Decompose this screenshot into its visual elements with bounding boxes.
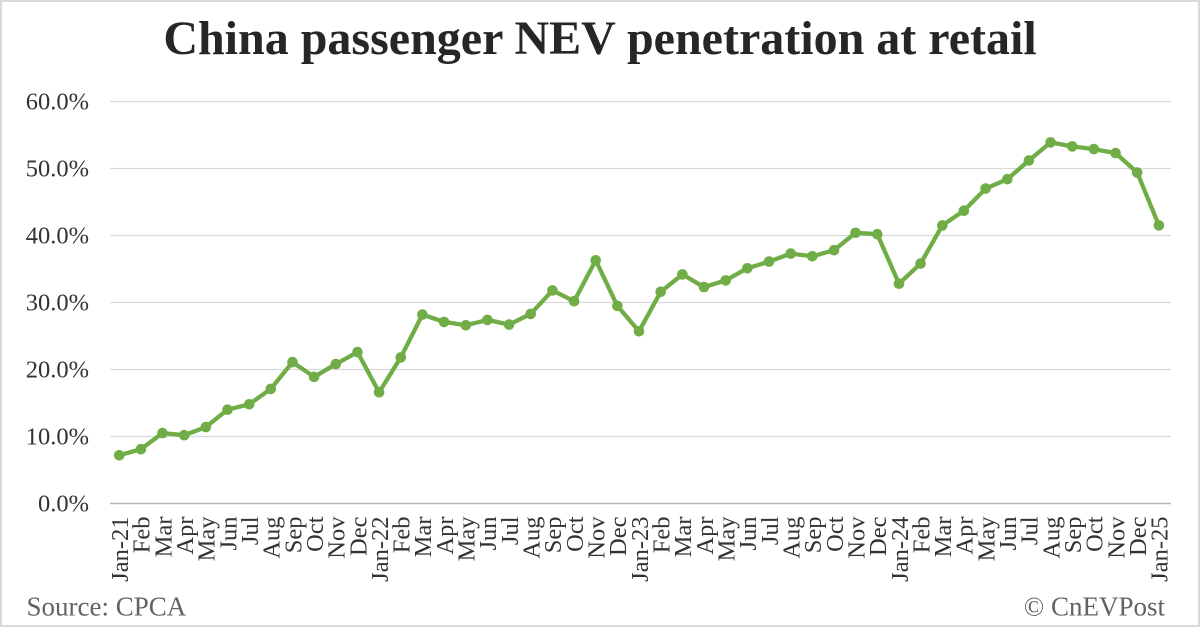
svg-text:Apr: Apr — [432, 517, 459, 555]
svg-text:Dec: Dec — [345, 516, 372, 556]
svg-text:Feb: Feb — [129, 517, 156, 554]
svg-text:50.0%: 50.0% — [26, 156, 89, 183]
svg-text:Feb: Feb — [389, 517, 416, 554]
svg-text:Oct: Oct — [822, 516, 849, 552]
svg-text:Aug: Aug — [779, 517, 806, 559]
svg-text:Sep: Sep — [800, 517, 827, 554]
svg-text:0.0%: 0.0% — [38, 491, 89, 518]
svg-text:30.0%: 30.0% — [26, 290, 89, 317]
svg-text:Source: CPCA: Source: CPCA — [27, 592, 187, 622]
svg-text:China passenger NEV penetratio: China passenger NEV penetration at retai… — [163, 12, 1036, 65]
svg-text:Nov: Nov — [584, 516, 611, 559]
svg-text:Jan-25: Jan-25 — [1147, 517, 1174, 582]
svg-text:Mar: Mar — [150, 517, 177, 558]
svg-text:Apr: Apr — [952, 517, 979, 555]
svg-text:Oct: Oct — [562, 516, 589, 552]
svg-text:Nov: Nov — [1103, 516, 1130, 559]
svg-text:Oct: Oct — [1082, 516, 1109, 552]
svg-text:Jan-21: Jan-21 — [107, 517, 134, 582]
svg-text:Sep: Sep — [280, 517, 307, 554]
svg-text:Sep: Sep — [540, 517, 567, 554]
svg-text:Dec: Dec — [865, 516, 892, 556]
svg-text:May: May — [714, 516, 741, 562]
svg-text:Nov: Nov — [324, 516, 351, 559]
svg-text:Mar: Mar — [410, 517, 437, 558]
svg-text:Oct: Oct — [302, 516, 329, 552]
svg-text:May: May — [194, 516, 221, 562]
svg-text:Jul: Jul — [1017, 516, 1044, 545]
svg-text:Jan-22: Jan-22 — [367, 517, 394, 582]
svg-text:© CnEVPost: © CnEVPost — [1024, 592, 1166, 622]
svg-text:Feb: Feb — [649, 517, 676, 554]
svg-text:Jan-24: Jan-24 — [887, 517, 914, 582]
svg-text:Jun: Jun — [995, 517, 1022, 551]
svg-text:20.0%: 20.0% — [26, 357, 89, 384]
svg-text:Jun: Jun — [215, 517, 242, 551]
svg-text:Dec: Dec — [1125, 516, 1152, 556]
svg-text:Jul: Jul — [237, 516, 264, 545]
svg-text:May: May — [454, 516, 481, 562]
svg-text:Jun: Jun — [735, 517, 762, 551]
svg-text:Jun: Jun — [475, 517, 502, 551]
svg-text:Aug: Aug — [519, 517, 546, 559]
svg-text:May: May — [973, 516, 1000, 562]
svg-text:Mar: Mar — [930, 517, 957, 558]
svg-text:Dec: Dec — [605, 516, 632, 556]
svg-text:Apr: Apr — [172, 517, 199, 555]
svg-text:Sep: Sep — [1060, 517, 1087, 554]
svg-text:Jan-23: Jan-23 — [627, 517, 654, 582]
svg-text:Nov: Nov — [843, 516, 870, 559]
svg-text:40.0%: 40.0% — [26, 223, 89, 250]
svg-text:Jul: Jul — [497, 516, 524, 545]
svg-text:Mar: Mar — [670, 517, 697, 558]
svg-text:Jul: Jul — [757, 516, 784, 545]
svg-text:60.0%: 60.0% — [26, 89, 89, 116]
svg-text:Aug: Aug — [1038, 517, 1065, 559]
svg-text:10.0%: 10.0% — [26, 424, 89, 451]
svg-text:Apr: Apr — [692, 517, 719, 555]
svg-text:Aug: Aug — [259, 517, 286, 559]
svg-text:Feb: Feb — [908, 517, 935, 554]
